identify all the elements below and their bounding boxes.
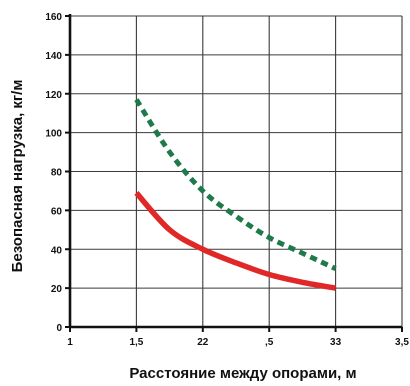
axes xyxy=(65,14,403,332)
y-tick-label: 120 xyxy=(45,90,62,101)
y-tick-label: 160 xyxy=(45,12,62,23)
y-axis-label: Безопасная нагрузка, кг/м xyxy=(9,80,26,273)
y-tick-label: 100 xyxy=(45,129,62,140)
y-tick-label: 20 xyxy=(51,284,63,295)
series-lines xyxy=(134,98,337,291)
y-tick-label: 80 xyxy=(51,168,63,179)
x-axis-label: Расстояние между опорами, м xyxy=(129,365,356,382)
x-tick-label: ,5 xyxy=(265,337,274,348)
x-tick-label: 3,5 xyxy=(395,337,409,348)
x-tick-label: 1,5 xyxy=(129,337,143,348)
tick-labels: 0 20 40 60 80 100 120 140 160 1 1,5 22 ,5 33 3,5 xyxy=(45,12,409,348)
y-tick-label: 0 xyxy=(56,323,62,334)
grid xyxy=(70,15,403,327)
series-line-red-solid xyxy=(134,191,337,291)
y-tick-label: 140 xyxy=(45,51,62,62)
y-tick-label: 40 xyxy=(51,245,63,256)
x-tick-label: 1 xyxy=(67,337,73,348)
x-tick-label: 33 xyxy=(330,337,342,348)
y-tick-label: 60 xyxy=(51,206,63,217)
x-tick-label: 22 xyxy=(197,337,209,348)
series-line-green-dashed xyxy=(134,98,337,271)
